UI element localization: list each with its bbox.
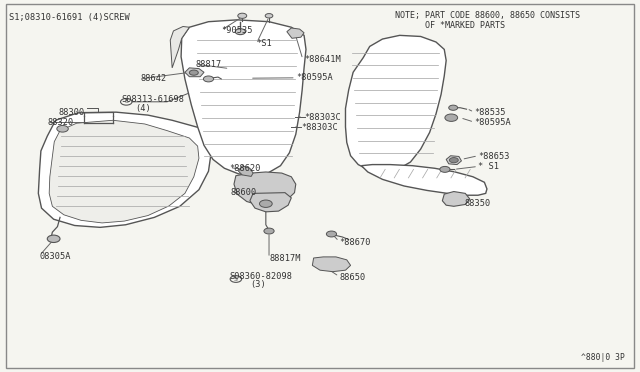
Text: *88670: *88670 (339, 238, 371, 247)
Polygon shape (239, 166, 253, 176)
Text: 88350: 88350 (464, 199, 490, 208)
Text: *88653: *88653 (478, 152, 509, 161)
Circle shape (265, 13, 273, 18)
Circle shape (57, 125, 68, 132)
Text: 88300: 88300 (59, 108, 85, 117)
Text: ^880|0 3P: ^880|0 3P (580, 353, 625, 362)
Text: *80595A: *80595A (474, 118, 511, 126)
Text: NOTE; PART CODE 88600, 88650 CONSISTS
      OF *MARKED PARTS: NOTE; PART CODE 88600, 88650 CONSISTS OF… (395, 11, 580, 30)
Text: *80595A: *80595A (296, 73, 333, 82)
Polygon shape (234, 172, 296, 205)
Text: 08305A: 08305A (40, 251, 71, 261)
Text: 88600: 88600 (231, 188, 257, 197)
Circle shape (449, 105, 458, 110)
Text: * S1: * S1 (478, 162, 499, 171)
Text: 88650: 88650 (339, 273, 365, 282)
Text: *88303C: *88303C (301, 123, 338, 132)
Polygon shape (185, 68, 204, 77)
Text: (3): (3) (250, 280, 266, 289)
Text: (4): (4) (135, 104, 151, 113)
Text: *S1: *S1 (256, 39, 272, 48)
Polygon shape (287, 28, 304, 38)
Text: *88303C: *88303C (304, 113, 341, 122)
Polygon shape (181, 20, 306, 176)
Polygon shape (49, 120, 199, 223)
Polygon shape (170, 26, 189, 68)
Polygon shape (442, 192, 470, 206)
Circle shape (264, 228, 274, 234)
Text: S: S (124, 99, 128, 104)
Text: *88641M: *88641M (304, 55, 341, 64)
Text: *88620: *88620 (230, 164, 261, 173)
Circle shape (238, 13, 246, 18)
Circle shape (204, 76, 214, 82)
Circle shape (189, 70, 198, 75)
Text: S: S (234, 276, 238, 282)
Polygon shape (312, 257, 351, 272)
Polygon shape (362, 164, 487, 195)
Text: S08360-82098: S08360-82098 (230, 272, 292, 281)
Text: S1;08310-61691 (4)SCREW: S1;08310-61691 (4)SCREW (9, 13, 130, 22)
Circle shape (449, 158, 458, 163)
Circle shape (47, 235, 60, 243)
Text: 88642: 88642 (140, 74, 166, 83)
Polygon shape (346, 35, 446, 172)
Circle shape (445, 114, 458, 121)
Text: *88535: *88535 (474, 108, 506, 117)
Text: S08313-61698: S08313-61698 (121, 96, 184, 105)
Circle shape (259, 200, 272, 208)
Text: 88817M: 88817M (269, 254, 301, 263)
Polygon shape (38, 112, 212, 227)
Polygon shape (250, 193, 291, 212)
Circle shape (440, 166, 450, 172)
Text: 88817: 88817 (196, 60, 222, 70)
Text: 88320: 88320 (47, 118, 74, 127)
Polygon shape (446, 156, 461, 164)
Circle shape (236, 29, 246, 35)
Text: *90535: *90535 (221, 26, 253, 35)
Circle shape (326, 231, 337, 237)
